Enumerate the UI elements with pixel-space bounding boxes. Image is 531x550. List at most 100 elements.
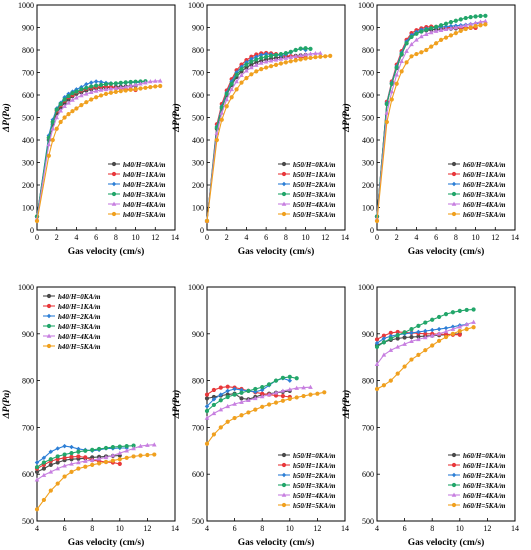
data-point [287,378,293,383]
data-point [117,461,122,467]
data-point [90,462,95,467]
chart-panel-3: 0 2 4 6 8 10 12 14 0 100 200 300 400 500 600 700 800 900 1… [341,1,519,257]
data-point [409,334,414,340]
data-point [145,452,150,458]
data-point [464,327,469,332]
data-point [458,23,464,29]
data-point [66,112,71,117]
data-point [239,413,244,418]
data-point [294,395,299,400]
data-point [34,460,40,465]
chart-panel-2: 0 2 4 6 8 10 12 14 0 100 200 300 400 500 600 700 800 900 1… [171,1,349,257]
data-point [234,79,239,84]
data-point [253,407,258,412]
data-point [218,425,223,430]
y-tick-label: 900 [192,330,204,339]
data-point [395,333,400,338]
data-point [211,387,216,393]
data-point [55,481,60,486]
data-point [50,126,56,131]
data-point [416,323,421,328]
data-point [34,507,40,512]
x-tick-label: 12 [483,524,491,533]
legend-swatch-marker [281,482,287,488]
data-point [457,328,462,334]
plot-frame [206,286,346,522]
series-h40/H=3KA/m [34,443,136,470]
data-point [268,58,274,63]
legend: h50/H=0KA/m h50/H=1KA/m h50/H=2KA/m h50/H=3… [278,452,336,510]
data-point [118,89,123,94]
data-point [239,390,244,395]
data-point [232,386,237,392]
data-point [308,51,313,56]
y-tick-label: 1000 [188,283,204,292]
legend-swatch-marker [451,502,457,508]
legend-label: h60/H=0KA/m [463,161,506,169]
data-point [434,41,439,46]
series-h40/H=4KA/m [34,78,163,221]
y-tick-label: 300 [22,159,34,168]
data-point [280,388,286,393]
data-point [204,218,210,224]
series-h50/H=5KA/m [204,390,327,446]
x-tick-label: 8 [284,233,288,242]
data-point [458,28,463,33]
data-point [229,95,234,100]
y-tick-label: 100 [22,204,34,213]
x-tick-label: 4 [205,524,209,533]
data-point [58,119,63,125]
y-tick-label: 500 [22,114,34,123]
data-point [110,444,115,450]
data-point [416,329,421,335]
data-point [448,25,454,31]
data-point [294,385,300,390]
data-point [103,459,109,465]
legend-label: h60/H=5KA/m [463,211,506,219]
data-point [249,65,254,70]
legend-label: h40/H=2KA/m [123,181,166,189]
data-point [224,91,229,96]
data-point [458,17,463,22]
data-point [218,398,223,403]
series-line [376,15,486,217]
data-point [419,29,424,34]
chart-panel-4: 4 6 8 10 12 14 500 600 700 800 900 1000 Gas velocity… [1,283,179,548]
data-point [450,331,456,336]
data-point [239,399,244,404]
data-point [273,62,279,67]
y-tick-label: 0 [370,226,374,235]
plot-frame [376,286,516,522]
x-axis-label: Gas velocity (cm/s) [408,246,485,257]
x-axis-label: Gas velocity (cm/s) [68,246,145,257]
legend-swatch-marker [111,181,117,187]
x-tick-label: 4 [375,524,379,533]
data-point [123,88,128,93]
y-tick-label: 300 [362,159,374,168]
data-point [108,81,114,86]
data-point [204,396,210,401]
data-point [204,404,210,409]
data-point [124,455,129,460]
legend-label: h50/H=5KA/m [293,502,336,510]
data-point [457,324,463,329]
data-point [46,142,52,147]
legend-swatch-marker [451,452,457,458]
x-tick-label: 4 [414,233,418,242]
series-h40/H=4KA/m [34,442,157,482]
data-point [287,387,293,392]
y-tick-label: 800 [362,46,374,55]
data-point [82,458,88,463]
legend-swatch-marker [46,323,52,329]
data-point [263,59,269,64]
data-point [54,115,60,120]
data-point [224,104,229,109]
data-point [254,69,259,74]
data-point [293,53,299,59]
data-point [395,371,400,376]
data-point [453,31,458,36]
y-tick-label: 800 [22,46,34,55]
y-tick-label: 700 [362,423,374,432]
data-point [69,444,74,450]
legend-swatch-marker [451,191,457,197]
